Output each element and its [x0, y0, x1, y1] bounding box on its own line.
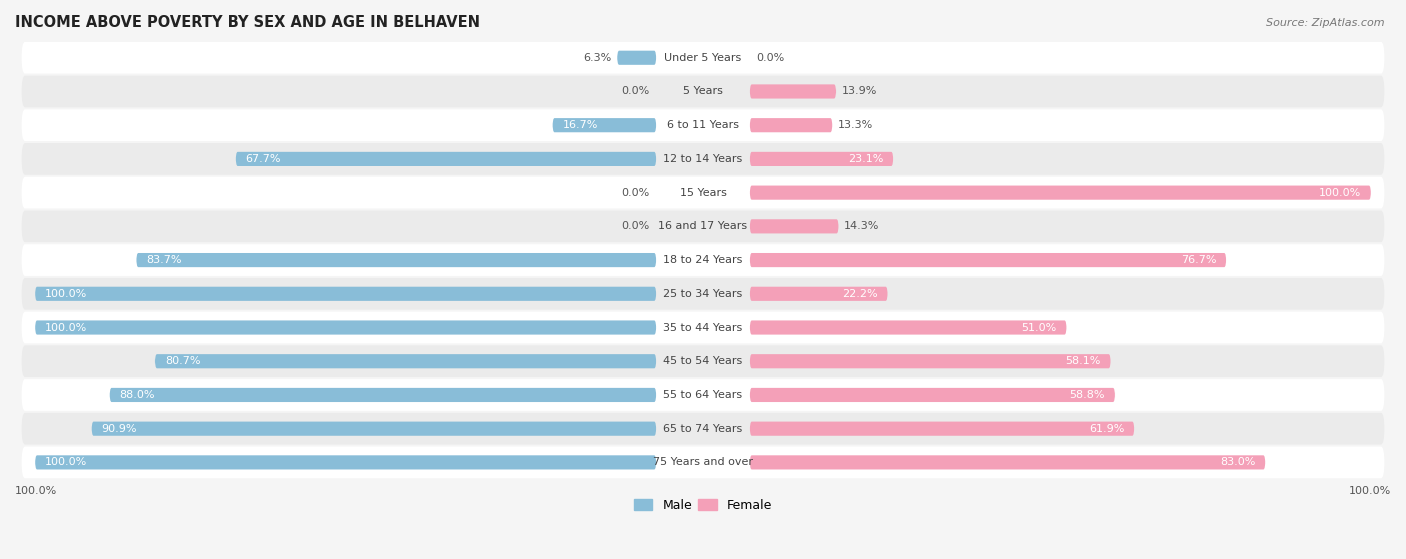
Text: 61.9%: 61.9% — [1088, 424, 1125, 434]
Text: 12 to 14 Years: 12 to 14 Years — [664, 154, 742, 164]
FancyBboxPatch shape — [35, 287, 657, 301]
FancyBboxPatch shape — [21, 211, 1385, 242]
FancyBboxPatch shape — [749, 456, 1265, 470]
FancyBboxPatch shape — [749, 219, 838, 234]
Text: INCOME ABOVE POVERTY BY SEX AND AGE IN BELHAVEN: INCOME ABOVE POVERTY BY SEX AND AGE IN B… — [15, 15, 479, 30]
FancyBboxPatch shape — [21, 42, 1385, 74]
FancyBboxPatch shape — [749, 287, 887, 301]
Text: 45 to 54 Years: 45 to 54 Years — [664, 356, 742, 366]
Text: 100.0%: 100.0% — [45, 457, 87, 467]
Text: 22.2%: 22.2% — [842, 289, 877, 299]
FancyBboxPatch shape — [617, 51, 657, 65]
Text: 0.0%: 0.0% — [621, 188, 650, 198]
Text: 51.0%: 51.0% — [1021, 323, 1056, 333]
Text: 67.7%: 67.7% — [246, 154, 281, 164]
FancyBboxPatch shape — [35, 320, 657, 335]
Text: 65 to 74 Years: 65 to 74 Years — [664, 424, 742, 434]
Text: 100.0%: 100.0% — [45, 323, 87, 333]
Text: 76.7%: 76.7% — [1181, 255, 1216, 265]
Legend: Male, Female: Male, Female — [628, 494, 778, 517]
FancyBboxPatch shape — [749, 354, 1111, 368]
Text: 88.0%: 88.0% — [120, 390, 155, 400]
FancyBboxPatch shape — [749, 84, 837, 98]
Text: 0.0%: 0.0% — [756, 53, 785, 63]
FancyBboxPatch shape — [749, 253, 1226, 267]
FancyBboxPatch shape — [21, 110, 1385, 141]
Text: 35 to 44 Years: 35 to 44 Years — [664, 323, 742, 333]
Text: 5 Years: 5 Years — [683, 87, 723, 97]
FancyBboxPatch shape — [35, 456, 657, 470]
Text: 75 Years and over: 75 Years and over — [652, 457, 754, 467]
Text: 58.1%: 58.1% — [1066, 356, 1101, 366]
FancyBboxPatch shape — [749, 320, 1067, 335]
FancyBboxPatch shape — [110, 388, 657, 402]
Text: 80.7%: 80.7% — [165, 356, 201, 366]
Text: 6 to 11 Years: 6 to 11 Years — [666, 120, 740, 130]
FancyBboxPatch shape — [21, 312, 1385, 343]
Text: 0.0%: 0.0% — [621, 87, 650, 97]
FancyBboxPatch shape — [155, 354, 657, 368]
Text: 13.3%: 13.3% — [838, 120, 873, 130]
FancyBboxPatch shape — [21, 413, 1385, 444]
Text: 55 to 64 Years: 55 to 64 Years — [664, 390, 742, 400]
Text: 100.0%: 100.0% — [45, 289, 87, 299]
Text: Source: ZipAtlas.com: Source: ZipAtlas.com — [1267, 18, 1385, 29]
Text: 15 Years: 15 Years — [679, 188, 727, 198]
Text: 83.0%: 83.0% — [1220, 457, 1256, 467]
Text: 83.7%: 83.7% — [146, 255, 181, 265]
Text: 100.0%: 100.0% — [1319, 188, 1361, 198]
FancyBboxPatch shape — [21, 379, 1385, 411]
Text: 13.9%: 13.9% — [841, 87, 877, 97]
FancyBboxPatch shape — [21, 447, 1385, 479]
Text: 100.0%: 100.0% — [1348, 486, 1391, 496]
Text: 23.1%: 23.1% — [848, 154, 883, 164]
FancyBboxPatch shape — [21, 278, 1385, 310]
FancyBboxPatch shape — [21, 75, 1385, 107]
FancyBboxPatch shape — [749, 388, 1115, 402]
Text: 58.8%: 58.8% — [1070, 390, 1105, 400]
FancyBboxPatch shape — [236, 152, 657, 166]
FancyBboxPatch shape — [21, 177, 1385, 209]
FancyBboxPatch shape — [21, 345, 1385, 377]
Text: 6.3%: 6.3% — [583, 53, 612, 63]
FancyBboxPatch shape — [749, 152, 893, 166]
Text: 25 to 34 Years: 25 to 34 Years — [664, 289, 742, 299]
Text: 14.3%: 14.3% — [844, 221, 879, 231]
FancyBboxPatch shape — [136, 253, 657, 267]
FancyBboxPatch shape — [91, 421, 657, 436]
FancyBboxPatch shape — [749, 186, 1371, 200]
FancyBboxPatch shape — [553, 118, 657, 132]
Text: 0.0%: 0.0% — [621, 221, 650, 231]
Text: 90.9%: 90.9% — [101, 424, 138, 434]
Text: 16 and 17 Years: 16 and 17 Years — [658, 221, 748, 231]
FancyBboxPatch shape — [21, 143, 1385, 175]
FancyBboxPatch shape — [21, 244, 1385, 276]
Text: Under 5 Years: Under 5 Years — [665, 53, 741, 63]
Text: 100.0%: 100.0% — [15, 486, 58, 496]
FancyBboxPatch shape — [749, 118, 832, 132]
FancyBboxPatch shape — [749, 421, 1135, 436]
Text: 16.7%: 16.7% — [562, 120, 598, 130]
Text: 18 to 24 Years: 18 to 24 Years — [664, 255, 742, 265]
